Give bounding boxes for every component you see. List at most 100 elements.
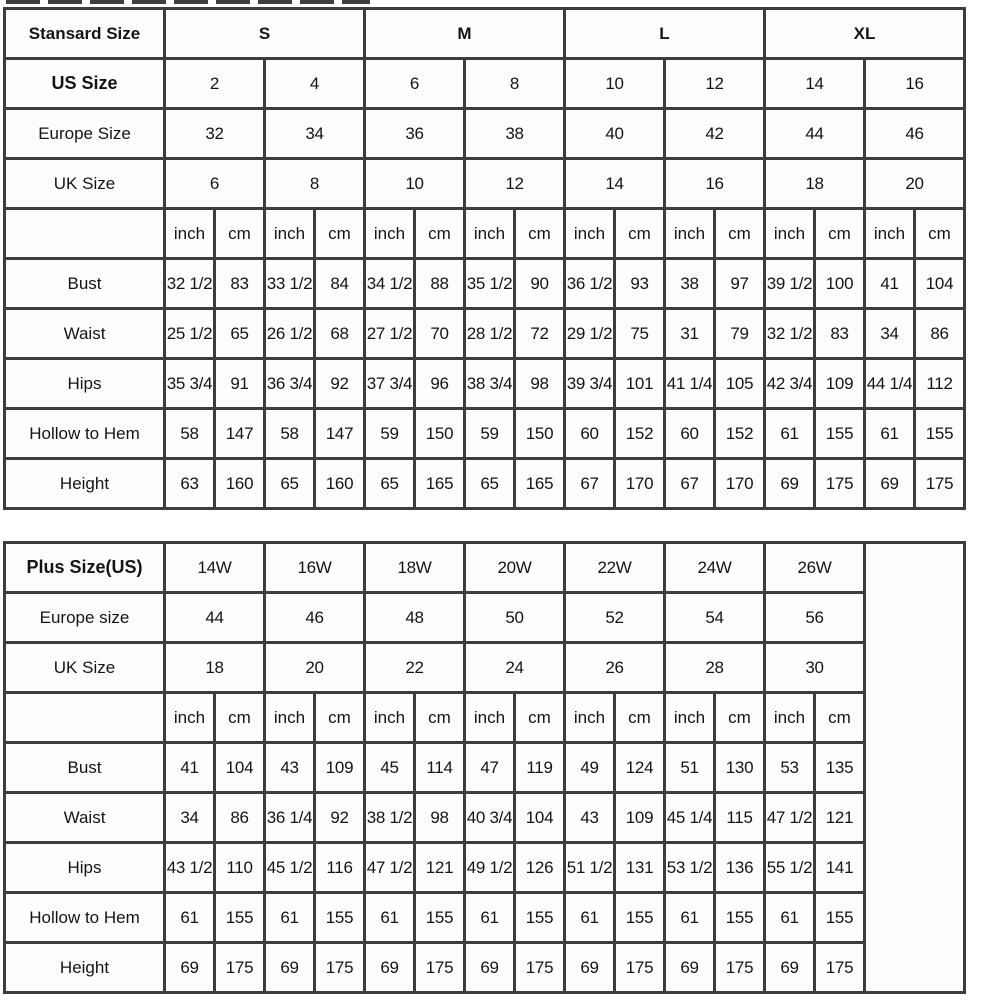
size-value-cell: 8: [463, 57, 566, 110]
table-row: inch cm inch cm inch cm inch cm inch cm inch cm inch…: [3, 207, 966, 260]
table-row: Hips 35 3/4 91 36 3/4 92 37 3/4 96 38 3/4 98 39 3…: [3, 357, 966, 410]
measurement-value-cell: 83: [213, 257, 266, 310]
measurement-value-cell: 175: [813, 457, 866, 510]
measurement-value-cell: 61: [563, 891, 616, 944]
measurement-value-cell: 175: [313, 941, 366, 994]
measurement-value-cell: 175: [213, 941, 266, 994]
measurement-value-cell: 28 1/2: [463, 307, 516, 360]
measurement-value-cell: 65: [363, 457, 416, 510]
measurement-value-cell: 175: [713, 941, 766, 994]
measurement-value-cell: 69: [663, 941, 716, 994]
measurement-value-cell: 61: [863, 407, 916, 460]
measurement-value-cell: 86: [913, 307, 966, 360]
measurement-value-cell: 60: [563, 407, 616, 460]
measurement-value-cell: 96: [413, 357, 466, 410]
measurement-value-cell: 58: [263, 407, 316, 460]
size-value-cell: 14: [563, 157, 666, 210]
plus-size-table: Plus Size(US) 14W 16W 18W 20W 22W 24W 26W Europe…: [3, 541, 966, 994]
measurement-value-cell: 98: [413, 791, 466, 844]
size-value-cell: 54: [663, 591, 766, 644]
measurement-value-cell: 97: [713, 257, 766, 310]
measurement-value-cell: 98: [513, 357, 566, 410]
measurement-value-cell: 135: [813, 741, 866, 794]
measurement-value-cell: 31: [663, 307, 716, 360]
measurement-value-cell: 175: [613, 941, 666, 994]
blank-label-cell: [3, 691, 166, 744]
measurement-value-cell: 115: [713, 791, 766, 844]
size-value-cell: 12: [463, 157, 566, 210]
size-value-cell: 46: [863, 107, 966, 160]
unit-header-cell: inch: [663, 691, 716, 744]
unit-header-cell: cm: [413, 207, 466, 260]
size-value-cell: 8: [263, 157, 366, 210]
measurement-value-cell: 141: [813, 841, 866, 894]
table-row: US Size 2 4 6 8 10 12 14 16: [3, 57, 966, 110]
measurement-value-cell: 42 3/4: [763, 357, 816, 410]
table-row: Height 69 175 69 175 69 175 69 175 69 175 69 175 69 17…: [3, 941, 965, 994]
measurement-value-cell: 155: [913, 407, 966, 460]
measurement-value-cell: 34 1/2: [363, 257, 416, 310]
unit-header-cell: inch: [663, 207, 716, 260]
measurement-value-cell: 79: [713, 307, 766, 360]
unit-header-cell: cm: [313, 207, 366, 260]
unit-header-cell: inch: [363, 691, 416, 744]
measurement-value-cell: 136: [713, 841, 766, 894]
measurement-value-cell: 119: [513, 741, 566, 794]
measurement-value-cell: 100: [813, 257, 866, 310]
row-label-cell: Europe Size: [3, 107, 166, 160]
measurement-value-cell: 29 1/2: [563, 307, 616, 360]
unit-header-cell: cm: [713, 207, 766, 260]
measurement-value-cell: 116: [313, 841, 366, 894]
standard-size-table: Stansard Size S M L XL US Size 2 4 6 8 10 12 14 16 Eur…: [3, 7, 966, 510]
measurement-value-cell: 130: [713, 741, 766, 794]
size-value-cell: 44: [163, 591, 266, 644]
size-value-cell: 38: [463, 107, 566, 160]
unit-header-cell: cm: [513, 691, 566, 744]
size-value-cell: 6: [163, 157, 266, 210]
measurement-value-cell: 147: [213, 407, 266, 460]
measurement-value-cell: 41: [863, 257, 916, 310]
table-row: Hollow to Hem 58 147 58 147 59 150 59 150 60 152 60…: [3, 407, 966, 460]
measurement-value-cell: 35 3/4: [163, 357, 216, 410]
size-value-cell: 26W: [763, 541, 866, 594]
row-label-cell: Bust: [3, 741, 166, 794]
row-label-cell: Waist: [3, 307, 166, 360]
row-label-cell: Hips: [3, 841, 166, 894]
measurement-value-cell: 155: [813, 407, 866, 460]
row-label-cell: Height: [3, 941, 166, 994]
measurement-value-cell: 43: [263, 741, 316, 794]
measurement-value-cell: 121: [813, 791, 866, 844]
measurement-value-cell: 131: [613, 841, 666, 894]
measurement-value-cell: 53 1/2: [663, 841, 716, 894]
measurement-value-cell: 49: [563, 741, 616, 794]
measurement-value-cell: 70: [413, 307, 466, 360]
measurement-value-cell: 63: [163, 457, 216, 510]
unit-header-cell: cm: [813, 207, 866, 260]
size-value-cell: 56: [763, 591, 866, 644]
measurement-value-cell: 175: [913, 457, 966, 510]
measurement-value-cell: 104: [213, 741, 266, 794]
measurement-value-cell: 147: [313, 407, 366, 460]
blank-label-cell: [3, 207, 166, 260]
measurement-value-cell: 41: [163, 741, 216, 794]
measurement-value-cell: 37 3/4: [363, 357, 416, 410]
table-row: Waist 25 1/2 65 26 1/2 68 27 1/2 70 28 1/2 72 29 …: [3, 307, 966, 360]
row-label-cell: Plus Size(US): [3, 541, 166, 594]
measurement-value-cell: 53: [763, 741, 816, 794]
measurement-value-cell: 61: [663, 891, 716, 944]
measurement-value-cell: 83: [813, 307, 866, 360]
size-value-cell: 30: [763, 641, 866, 694]
measurement-value-cell: 39 1/2: [763, 257, 816, 310]
measurement-value-cell: 93: [613, 257, 666, 310]
unit-header-cell: inch: [763, 207, 816, 260]
size-value-cell: 12: [663, 57, 766, 110]
measurement-value-cell: 34: [163, 791, 216, 844]
size-value-cell: 16W: [263, 541, 366, 594]
size-value-cell: 40: [563, 107, 666, 160]
unit-header-cell: inch: [363, 207, 416, 260]
size-group-cell: L: [563, 7, 766, 60]
measurement-value-cell: 170: [613, 457, 666, 510]
measurement-value-cell: 65: [213, 307, 266, 360]
row-label-cell: Hollow to Hem: [3, 407, 166, 460]
size-value-cell: 22: [363, 641, 466, 694]
